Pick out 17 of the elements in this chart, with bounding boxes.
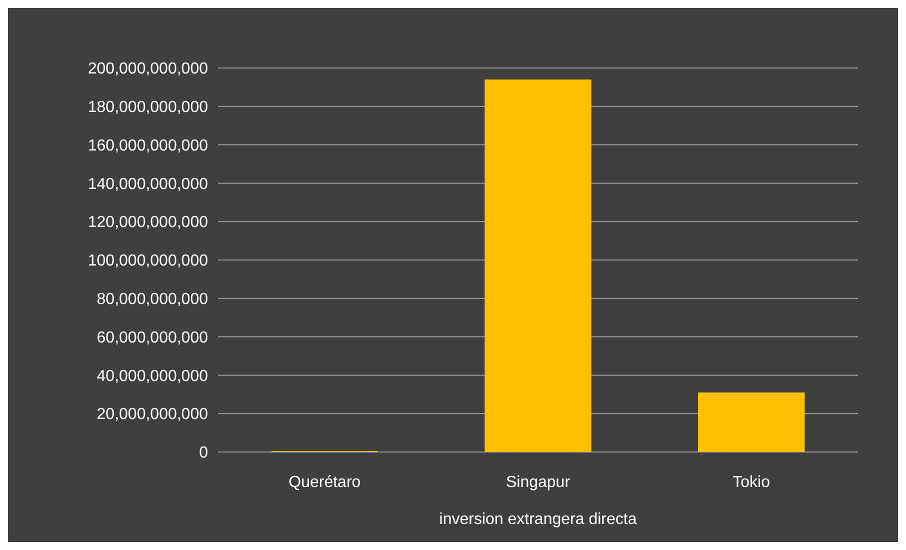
y-tick-label: 40,000,000,000 bbox=[96, 368, 208, 385]
y-tick-label: 80,000,000,000 bbox=[96, 291, 208, 308]
y-tick-label: 160,000,000,000 bbox=[88, 137, 208, 154]
x-tick-label: Singapur bbox=[506, 474, 571, 491]
y-tick-label: 20,000,000,000 bbox=[96, 406, 208, 424]
x-tick-label: Querétaro bbox=[288, 474, 361, 491]
bar bbox=[484, 80, 592, 452]
y-tick-label: 200,000,000,000 bbox=[88, 60, 208, 78]
y-tick-label: 100,000,000,000 bbox=[88, 252, 208, 270]
y-tick-label: 0 bbox=[199, 444, 208, 462]
y-tick-label: 120,000,000,000 bbox=[88, 214, 208, 232]
y-tick-label: 140,000,000,000 bbox=[88, 176, 208, 193]
y-tick-label: 60,000,000,000 bbox=[96, 329, 208, 346]
y-tick-label: 180,000,000,000 bbox=[88, 99, 208, 116]
x-tick-label: Tokio bbox=[732, 474, 770, 491]
bar bbox=[698, 392, 805, 452]
x-axis-title: inversion extrangera directa bbox=[439, 511, 637, 528]
